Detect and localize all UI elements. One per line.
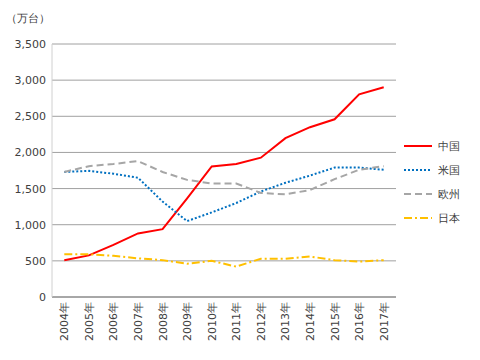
grid-line (52, 152, 396, 153)
x-tick-label: 2007年 (132, 302, 145, 341)
legend-label: 欧州 (438, 188, 460, 201)
y-tick-label: 2,500 (15, 110, 47, 123)
y-tick-label: 500 (25, 255, 46, 268)
series-line (64, 87, 383, 260)
y-tick-label: 1,500 (15, 183, 47, 196)
legend-swatch (404, 145, 432, 147)
y-tick-label: 3,500 (15, 38, 47, 51)
x-tick-label: 2004年 (58, 302, 71, 341)
chart-container: 0 500 1,000 1,500 2,000 2,500 3,000 3,500 （万台） 20… (0, 0, 480, 360)
x-axis (52, 297, 396, 298)
series-line (64, 161, 383, 194)
legend-label: 米国 (438, 164, 460, 177)
x-tick-label: 2015年 (329, 302, 342, 341)
legend-label: 日本 (438, 212, 460, 225)
y-axis (52, 44, 53, 297)
x-tick-label: 2012年 (255, 302, 268, 341)
x-tick-label: 2005年 (83, 302, 96, 341)
grid-line (52, 80, 396, 81)
grid-line (52, 224, 396, 225)
grid-line (52, 188, 396, 189)
x-tick-label: 2013年 (279, 302, 292, 341)
x-tick-label: 2008年 (157, 302, 170, 341)
plot-area (64, 87, 383, 266)
chart: 0 500 1,000 1,500 2,000 2,500 3,000 3,500 （万台） 20… (0, 0, 480, 360)
series-line (64, 254, 383, 266)
legend-swatch (404, 169, 432, 171)
x-tick-label: 2009年 (181, 302, 194, 341)
grid-line (52, 297, 396, 298)
legend-swatch (404, 193, 432, 195)
x-tick-label: 2011年 (230, 302, 243, 341)
y-axis-label: （万台） (6, 12, 50, 25)
x-tick-label: 2010年 (206, 302, 219, 341)
x-tick-label: 2017年 (378, 302, 391, 341)
y-tick-label: 0 (39, 291, 46, 304)
grid-line (52, 116, 396, 117)
x-tick-label: 2014年 (304, 302, 317, 341)
series-line (64, 168, 383, 221)
y-tick-label: 3,000 (15, 74, 47, 87)
grid-line (52, 44, 396, 45)
legend-label: 中国 (438, 140, 460, 153)
legend-swatch (404, 217, 432, 219)
x-tick-label: 2016年 (353, 302, 366, 341)
x-tick-label: 2006年 (107, 302, 120, 341)
y-tick-label: 2,000 (15, 146, 47, 159)
y-tick-label: 1,000 (15, 219, 47, 232)
